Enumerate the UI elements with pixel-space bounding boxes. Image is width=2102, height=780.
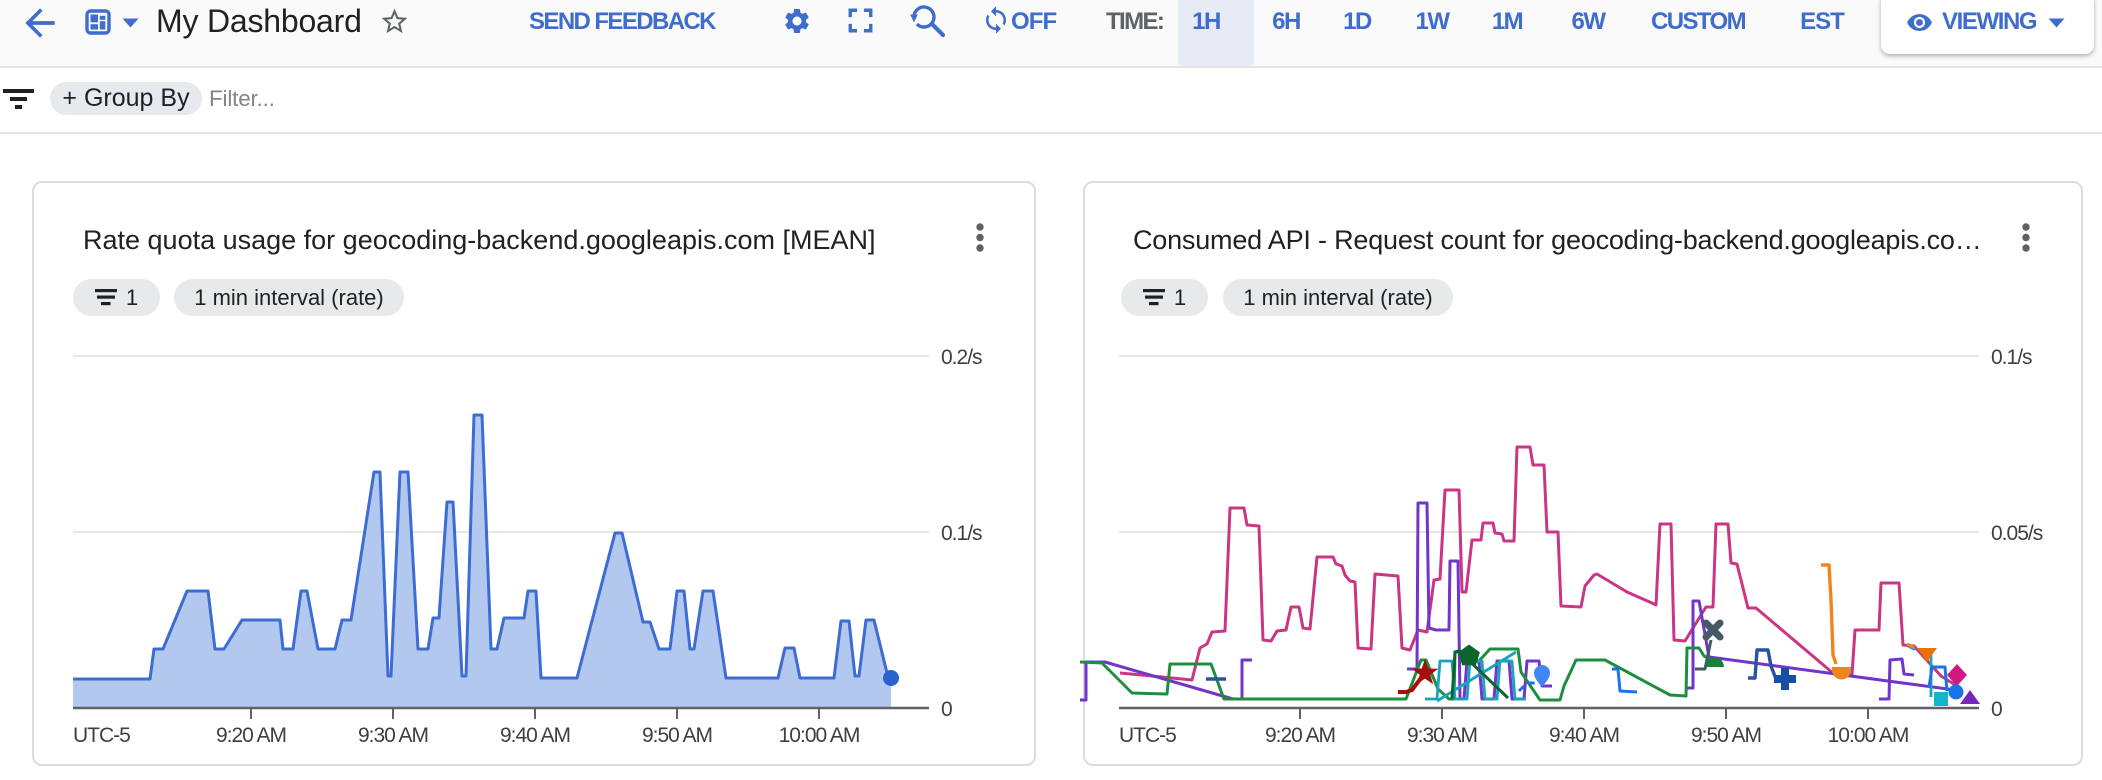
svg-text:0.1/s: 0.1/s [1991,346,2032,369]
svg-text:9:20 AM: 9:20 AM [216,724,286,747]
svg-text:0.2/s: 0.2/s [941,346,982,369]
svg-text:0: 0 [941,698,952,721]
svg-text:0.05/s: 0.05/s [1991,522,2043,545]
svg-text:9:50 AM: 9:50 AM [642,724,712,747]
svg-text:0: 0 [1991,698,2002,721]
svg-text:9:50 AM: 9:50 AM [1691,724,1761,747]
svg-text:0.1/s: 0.1/s [941,522,982,545]
svg-text:9:20 AM: 9:20 AM [1265,724,1335,747]
svg-text:UTC-5: UTC-5 [73,724,130,747]
svg-text:10:00 AM: 10:00 AM [779,724,860,747]
svg-text:9:30 AM: 9:30 AM [1407,724,1477,747]
svg-text:10:00 AM: 10:00 AM [1828,724,1909,747]
svg-text:9:40 AM: 9:40 AM [500,724,570,747]
svg-text:9:40 AM: 9:40 AM [1549,724,1619,747]
svg-text:UTC-5: UTC-5 [1119,724,1176,747]
svg-text:9:30 AM: 9:30 AM [358,724,428,747]
